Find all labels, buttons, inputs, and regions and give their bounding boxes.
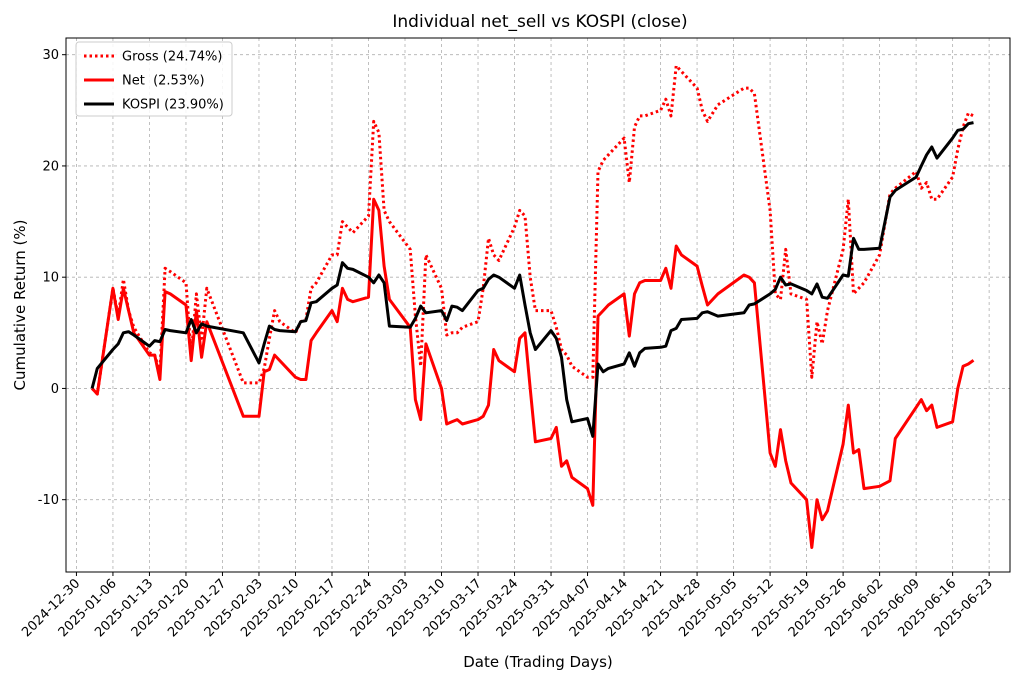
chart-title: Individual net_sell vs KOSPI (close) [392, 12, 687, 32]
grid [66, 38, 1010, 572]
legend: Gross (24.74%) Net (2.53%) KOSPI (23.90%) [75, 41, 233, 117]
y-tick-label: 0 [51, 382, 59, 397]
y-axis-label: Cumulative Return (%) [11, 220, 29, 391]
y-tick-label: 10 [42, 271, 59, 286]
legend-label: Net (2.53%) [122, 74, 205, 89]
legend-label: Gross (24.74%) [122, 50, 222, 65]
y-tick-label: 20 [42, 159, 59, 174]
series-line-2 [90, 121, 974, 438]
y-tick-label: 30 [42, 48, 59, 63]
legend-box [75, 41, 233, 117]
y-tick-label: -10 [38, 493, 59, 508]
series-line-1 [91, 197, 975, 549]
x-axis: 2024-12-302025-01-062025-01-132025-01-20… [19, 572, 996, 640]
x-axis-label: Date (Trading Days) [463, 653, 613, 671]
plot-frame [65, 37, 1011, 573]
series-line-0 [91, 64, 975, 396]
y-axis: -10 0 10 20 30 [38, 48, 66, 508]
legend-label: KOSPI (23.90%) [122, 98, 224, 113]
series-lines [90, 64, 975, 549]
